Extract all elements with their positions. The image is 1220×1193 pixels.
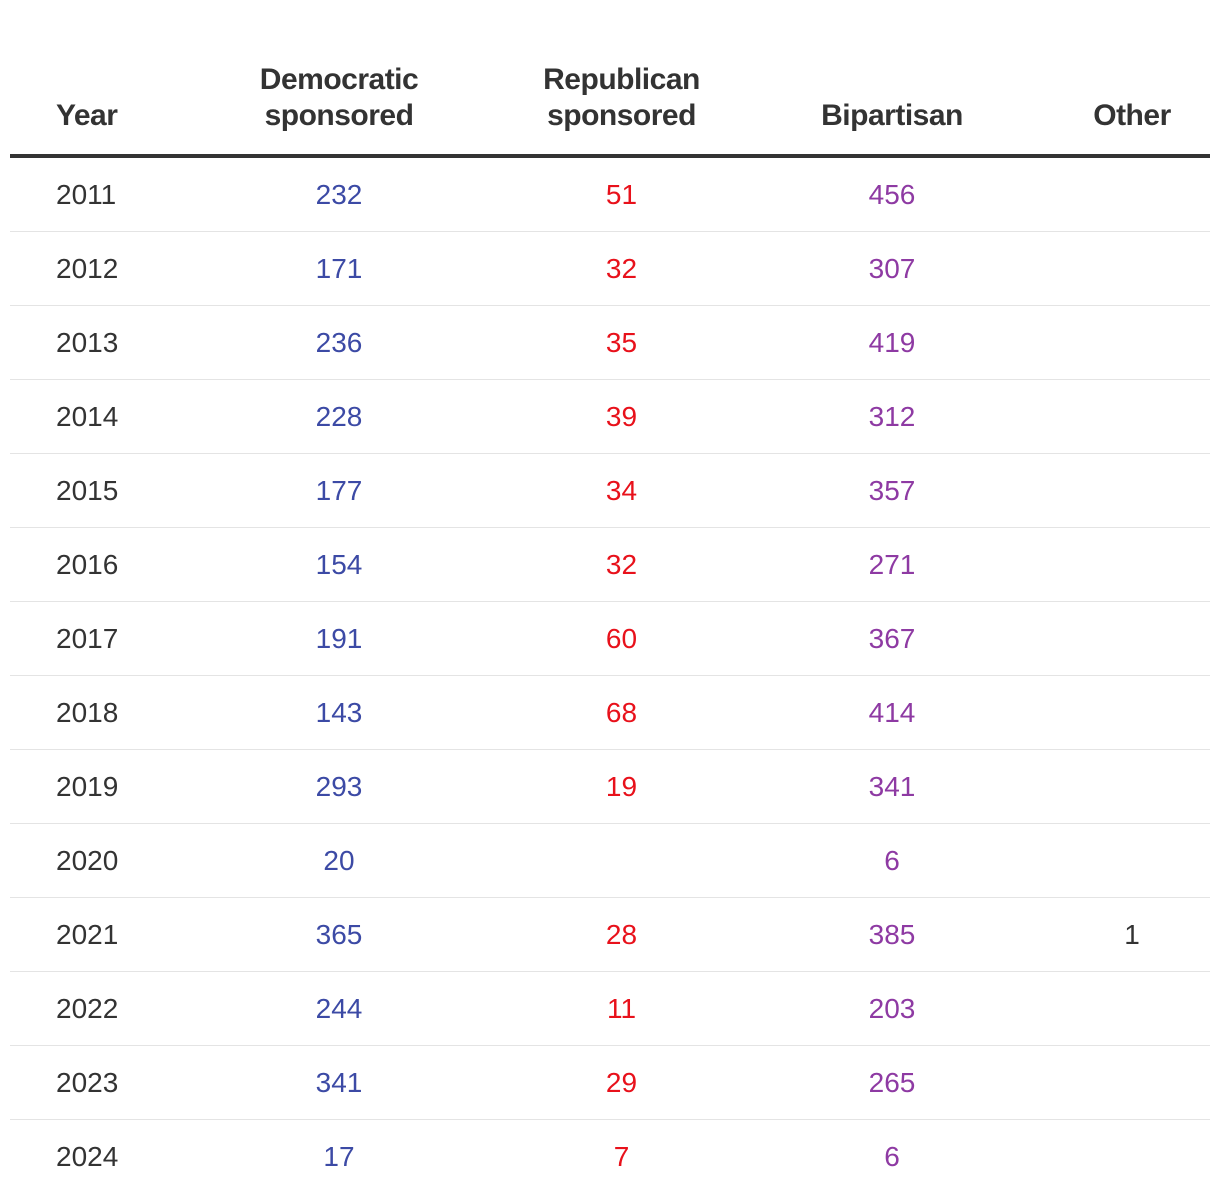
bipartisan-cell: 341 — [730, 750, 1054, 824]
democratic-cell: 154 — [165, 528, 513, 602]
bipartisan-cell: 271 — [730, 528, 1054, 602]
header-label: Year — [56, 98, 165, 134]
republican-cell: 19 — [513, 750, 730, 824]
data-table-container: Year Democratic sponsored Republican spo… — [10, 0, 1210, 1193]
democratic-cell: 228 — [165, 380, 513, 454]
bipartisan-cell: 419 — [730, 306, 1054, 380]
other-cell — [1054, 824, 1210, 898]
bills-by-sponsorship-table: Year Democratic sponsored Republican spo… — [10, 0, 1210, 1193]
other-cell — [1054, 156, 1210, 232]
democratic-cell: 341 — [165, 1046, 513, 1120]
republican-cell: 39 — [513, 380, 730, 454]
other-cell — [1054, 972, 1210, 1046]
democratic-cell: 143 — [165, 676, 513, 750]
democratic-cell: 20 — [165, 824, 513, 898]
democratic-cell: 171 — [165, 232, 513, 306]
republican-cell: 28 — [513, 898, 730, 972]
bipartisan-cell: 203 — [730, 972, 1054, 1046]
republican-cell: 35 — [513, 306, 730, 380]
column-header-republican: Republican sponsored — [513, 0, 730, 156]
year-cell: 2015 — [10, 454, 165, 528]
democratic-cell: 191 — [165, 602, 513, 676]
year-cell: 2012 — [10, 232, 165, 306]
democratic-cell: 177 — [165, 454, 513, 528]
column-header-democratic: Democratic sponsored — [165, 0, 513, 156]
republican-cell: 68 — [513, 676, 730, 750]
bipartisan-cell: 456 — [730, 156, 1054, 232]
republican-cell: 51 — [513, 156, 730, 232]
republican-cell: 32 — [513, 232, 730, 306]
democratic-cell: 293 — [165, 750, 513, 824]
column-header-other: Other — [1054, 0, 1210, 156]
republican-cell: 60 — [513, 602, 730, 676]
other-cell — [1054, 528, 1210, 602]
other-cell: 1 — [1054, 898, 1210, 972]
bipartisan-cell: 357 — [730, 454, 1054, 528]
other-cell — [1054, 676, 1210, 750]
democratic-cell: 365 — [165, 898, 513, 972]
republican-cell: 11 — [513, 972, 730, 1046]
other-cell — [1054, 232, 1210, 306]
bipartisan-cell: 312 — [730, 380, 1054, 454]
republican-cell: 32 — [513, 528, 730, 602]
year-cell: 2016 — [10, 528, 165, 602]
democratic-cell: 244 — [165, 972, 513, 1046]
other-cell — [1054, 380, 1210, 454]
year-cell: 2019 — [10, 750, 165, 824]
bipartisan-cell: 367 — [730, 602, 1054, 676]
year-cell: 2023 — [10, 1046, 165, 1120]
header-label: Republican — [513, 62, 730, 98]
year-cell: 2021 — [10, 898, 165, 972]
other-cell — [1054, 454, 1210, 528]
other-cell — [1054, 602, 1210, 676]
year-cell: 2017 — [10, 602, 165, 676]
other-cell — [1054, 750, 1210, 824]
year-cell: 2022 — [10, 972, 165, 1046]
other-cell — [1054, 1046, 1210, 1120]
bipartisan-cell: 307 — [730, 232, 1054, 306]
year-cell: 2020 — [10, 824, 165, 898]
table-header: Year Democratic sponsored Republican spo… — [10, 0, 1210, 156]
bipartisan-cell: 265 — [730, 1046, 1054, 1120]
header-label: Democratic — [165, 62, 513, 98]
democratic-cell: 232 — [165, 156, 513, 232]
header-label: sponsored — [165, 98, 513, 134]
year-cell: 2014 — [10, 380, 165, 454]
header-row: Year Democratic sponsored Republican spo… — [10, 0, 1210, 156]
republican-cell — [513, 824, 730, 898]
bipartisan-cell: 6 — [730, 824, 1054, 898]
other-cell — [1054, 306, 1210, 380]
column-header-bipartisan: Bipartisan — [730, 0, 1054, 156]
header-label: Bipartisan — [730, 98, 1054, 134]
republican-cell: 34 — [513, 454, 730, 528]
column-header-year: Year — [10, 0, 165, 156]
democratic-cell: 236 — [165, 306, 513, 380]
bipartisan-cell: 414 — [730, 676, 1054, 750]
year-cell: 2011 — [10, 156, 165, 232]
year-cell: 2013 — [10, 306, 165, 380]
year-cell: 2018 — [10, 676, 165, 750]
republican-cell: 29 — [513, 1046, 730, 1120]
header-label: sponsored — [513, 98, 730, 134]
bipartisan-cell: 385 — [730, 898, 1054, 972]
header-label: Other — [1054, 98, 1210, 134]
